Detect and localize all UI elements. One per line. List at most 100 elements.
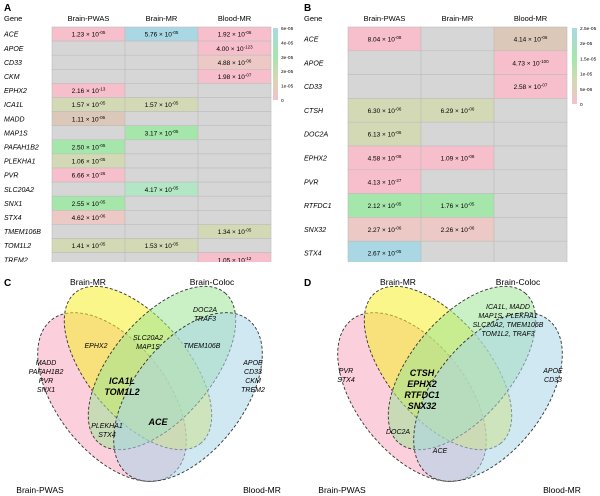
legend-tick-label: 2e-05 bbox=[281, 69, 294, 75]
region-label: PAFAH1B2 bbox=[29, 369, 64, 376]
heatmap-cell bbox=[493, 169, 568, 194]
cell-value: 1.09 × 10-08 bbox=[441, 154, 475, 163]
cell-value: 2.12 × 10-05 bbox=[368, 202, 402, 211]
gene-label: PLEKHA1 bbox=[4, 159, 36, 166]
venn-set-blood-mr bbox=[113, 312, 263, 482]
gene-label: TREM2 bbox=[4, 257, 28, 262]
region-label: ICA1L, MADD bbox=[486, 304, 530, 311]
column-header: Blood-MR bbox=[218, 14, 252, 23]
heatmap-cell bbox=[197, 238, 272, 253]
legend-tick-label: 3e-05 bbox=[281, 55, 294, 61]
panel_b-letter: B bbox=[304, 3, 311, 14]
heatmap-cell bbox=[51, 54, 126, 70]
gene-label: MAP1S bbox=[4, 130, 28, 137]
legend-tick-label: 1e-05 bbox=[580, 72, 593, 78]
region-label: CTSH bbox=[410, 368, 435, 378]
heatmap-cell bbox=[493, 98, 568, 123]
heatmap-cell bbox=[420, 50, 495, 75]
region-label: ICA1L bbox=[109, 376, 135, 386]
region-label: DOC2A bbox=[386, 429, 410, 436]
cell-value: 1.92 × 10-06 bbox=[218, 30, 252, 39]
cell-value: 2.55 × 10-05 bbox=[72, 199, 106, 208]
cell-value: 4.62 × 10-06 bbox=[72, 213, 106, 222]
heatmap-cell bbox=[347, 74, 422, 99]
region-label: PVR bbox=[339, 368, 353, 375]
region-label: MADD bbox=[36, 360, 57, 367]
gene-label: CTSH bbox=[304, 108, 324, 115]
region-label: TRAF3 bbox=[194, 316, 216, 323]
heatmap-cell bbox=[51, 125, 126, 141]
gene-label: TMEM106B bbox=[4, 229, 41, 236]
heatmap-cell bbox=[124, 139, 199, 155]
color-legend-bar bbox=[572, 28, 577, 104]
gene-label: CKM bbox=[4, 74, 20, 81]
region-label: CD33 bbox=[244, 369, 262, 376]
heatmap-cell bbox=[197, 210, 272, 225]
legend-tick-label: 2.5e-05 bbox=[580, 26, 597, 32]
region-label: SLC20A2 bbox=[133, 335, 163, 342]
column-header: Brain-MR bbox=[442, 14, 474, 23]
region-label: MAP1S, PLEKHA1 bbox=[478, 313, 537, 320]
column-header: Brain-PWAS bbox=[68, 14, 110, 23]
heatmap-cell bbox=[420, 169, 495, 194]
gene-label: PVR bbox=[304, 179, 318, 186]
region-label: MAP1S bbox=[136, 344, 160, 351]
set-label-brain-pwas: Brain-PWAS bbox=[318, 485, 366, 495]
gene-label: EPHX2 bbox=[4, 88, 27, 95]
region-label: STX4 bbox=[98, 432, 116, 439]
heatmap-cell bbox=[124, 69, 199, 84]
cell-value: 2.26 × 10-06 bbox=[441, 225, 475, 234]
cell-value: 4.00 × 10-123 bbox=[216, 44, 253, 53]
column-header: Brain-PWAS bbox=[364, 14, 406, 23]
cell-value: 5.76 × 10-05 bbox=[145, 30, 179, 39]
region-label: EPHX2 bbox=[85, 343, 108, 350]
set-label-brain-mr: Brain-MR bbox=[70, 277, 106, 287]
gene-column-header: Gene bbox=[304, 14, 322, 23]
cell-value: 1.23 × 10-05 bbox=[72, 30, 106, 39]
heatmap-cell bbox=[493, 193, 568, 218]
region-label: STX4 bbox=[337, 377, 355, 384]
heatmap-cell bbox=[124, 111, 199, 126]
gene-label: EPHX2 bbox=[304, 156, 327, 163]
cell-value: 1.11 × 10-06 bbox=[72, 115, 106, 124]
set-label-brain-pwas: Brain-PWAS bbox=[16, 485, 64, 495]
region-label: SNX32 bbox=[408, 401, 437, 411]
legend-tick-label: 4e-05 bbox=[281, 40, 294, 46]
cell-value: 1.41 × 10-05 bbox=[72, 242, 106, 251]
heatmap-cell bbox=[493, 145, 568, 171]
region-label: TMEM106B bbox=[184, 343, 221, 350]
heatmap-cell bbox=[197, 97, 272, 112]
region-label: SLC20A2, TMEM106B bbox=[473, 322, 544, 329]
heatmap-cell bbox=[347, 50, 422, 75]
heatmap-cell bbox=[124, 224, 199, 239]
region-label: TREM2 bbox=[241, 387, 265, 394]
set-label-brain-mr: Brain-MR bbox=[380, 277, 416, 287]
panel_a-letter: A bbox=[4, 3, 11, 14]
heatmap-cell bbox=[124, 210, 199, 225]
cell-value: 1.57 × 10-05 bbox=[72, 101, 106, 110]
venn-set-blood-mr bbox=[413, 312, 563, 482]
heatmap-cell bbox=[51, 224, 126, 239]
column-header: Brain-MR bbox=[146, 14, 178, 23]
gene-label: CD33 bbox=[304, 84, 322, 91]
cell-value: 1.06 × 10-05 bbox=[72, 157, 106, 166]
region-label: PLEKHA1 bbox=[91, 423, 123, 430]
cell-value: 1.57 × 10-05 bbox=[145, 101, 179, 110]
gene-label: DOC2A bbox=[304, 132, 328, 139]
region-label: ACE bbox=[147, 417, 168, 427]
legend-tick-label: 0 bbox=[580, 102, 583, 108]
region-label: CD33 bbox=[544, 377, 562, 384]
region-label: PVR bbox=[39, 378, 53, 385]
region-label: ACE bbox=[432, 448, 448, 455]
heatmap-cell bbox=[197, 125, 272, 141]
set-label-blood-mr: Blood-MR bbox=[543, 485, 581, 495]
cell-value: 2.27 × 10-06 bbox=[368, 225, 402, 234]
cell-value: 1.76 × 10-05 bbox=[441, 202, 475, 211]
gene-label: ICA1L bbox=[4, 102, 24, 109]
cell-value: 2.58 × 10-07 bbox=[514, 83, 548, 92]
heatmap-cell bbox=[420, 121, 495, 147]
column-header: Blood-MR bbox=[514, 14, 548, 23]
cell-value: 4.58 × 10-08 bbox=[368, 154, 402, 163]
region-label: SNX1 bbox=[37, 387, 55, 394]
heatmap-cell bbox=[124, 40, 199, 56]
